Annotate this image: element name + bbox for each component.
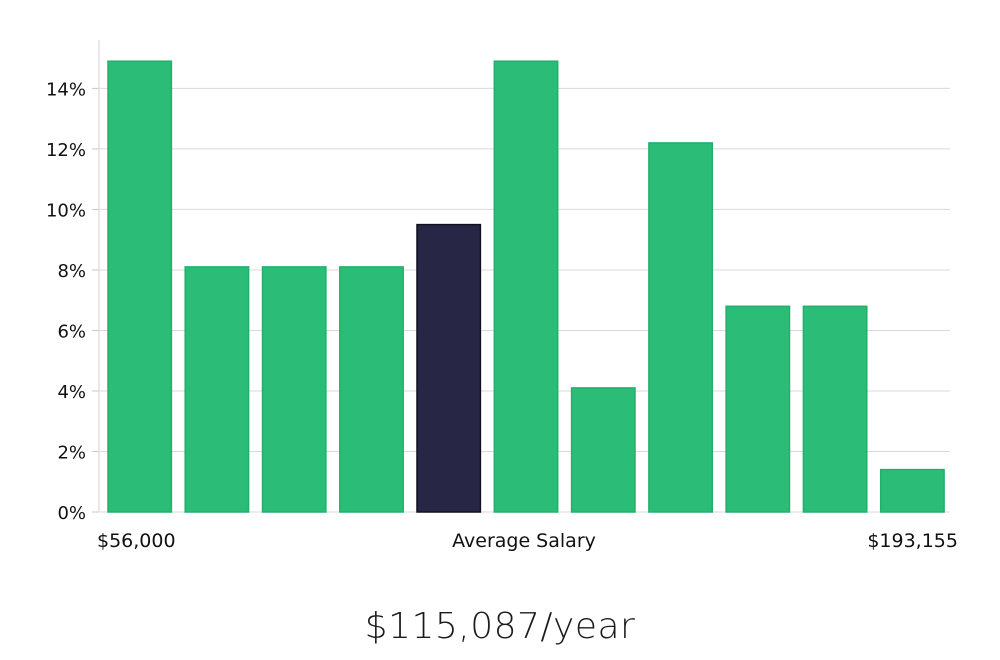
bar [184,266,250,513]
y-tick-label: 8% [57,261,86,282]
y-tick-label: 12% [46,140,86,161]
y-tick-label: 0% [57,503,86,524]
bar [879,468,945,513]
bar-average-salary [416,223,482,513]
bar [648,142,714,513]
x-label-center: Average Salary [452,530,596,552]
average-salary-value: $115,087/year [364,606,636,647]
bar [570,387,636,513]
bar [802,305,868,513]
y-tick-label: 10% [46,200,86,221]
bar [339,266,404,513]
bar [261,266,327,513]
y-tick-label: 2% [57,442,86,463]
x-label-max: $193,155 [867,530,958,552]
y-tick-label: 14% [46,79,86,100]
bar [725,305,791,513]
salary-histogram-chart: 0% 2% 4% 6% 8% 10% 12% 14% $56,000 Average Sala… [46,40,958,552]
y-tick-label: 6% [57,321,86,342]
y-axis-ticks: 0% 2% 4% 6% 8% 10% 12% 14% [46,79,99,524]
bar [107,60,173,513]
y-tick-label: 4% [57,382,86,403]
bars [107,60,945,513]
bar [493,60,559,513]
x-label-min: $56,000 [97,530,176,552]
